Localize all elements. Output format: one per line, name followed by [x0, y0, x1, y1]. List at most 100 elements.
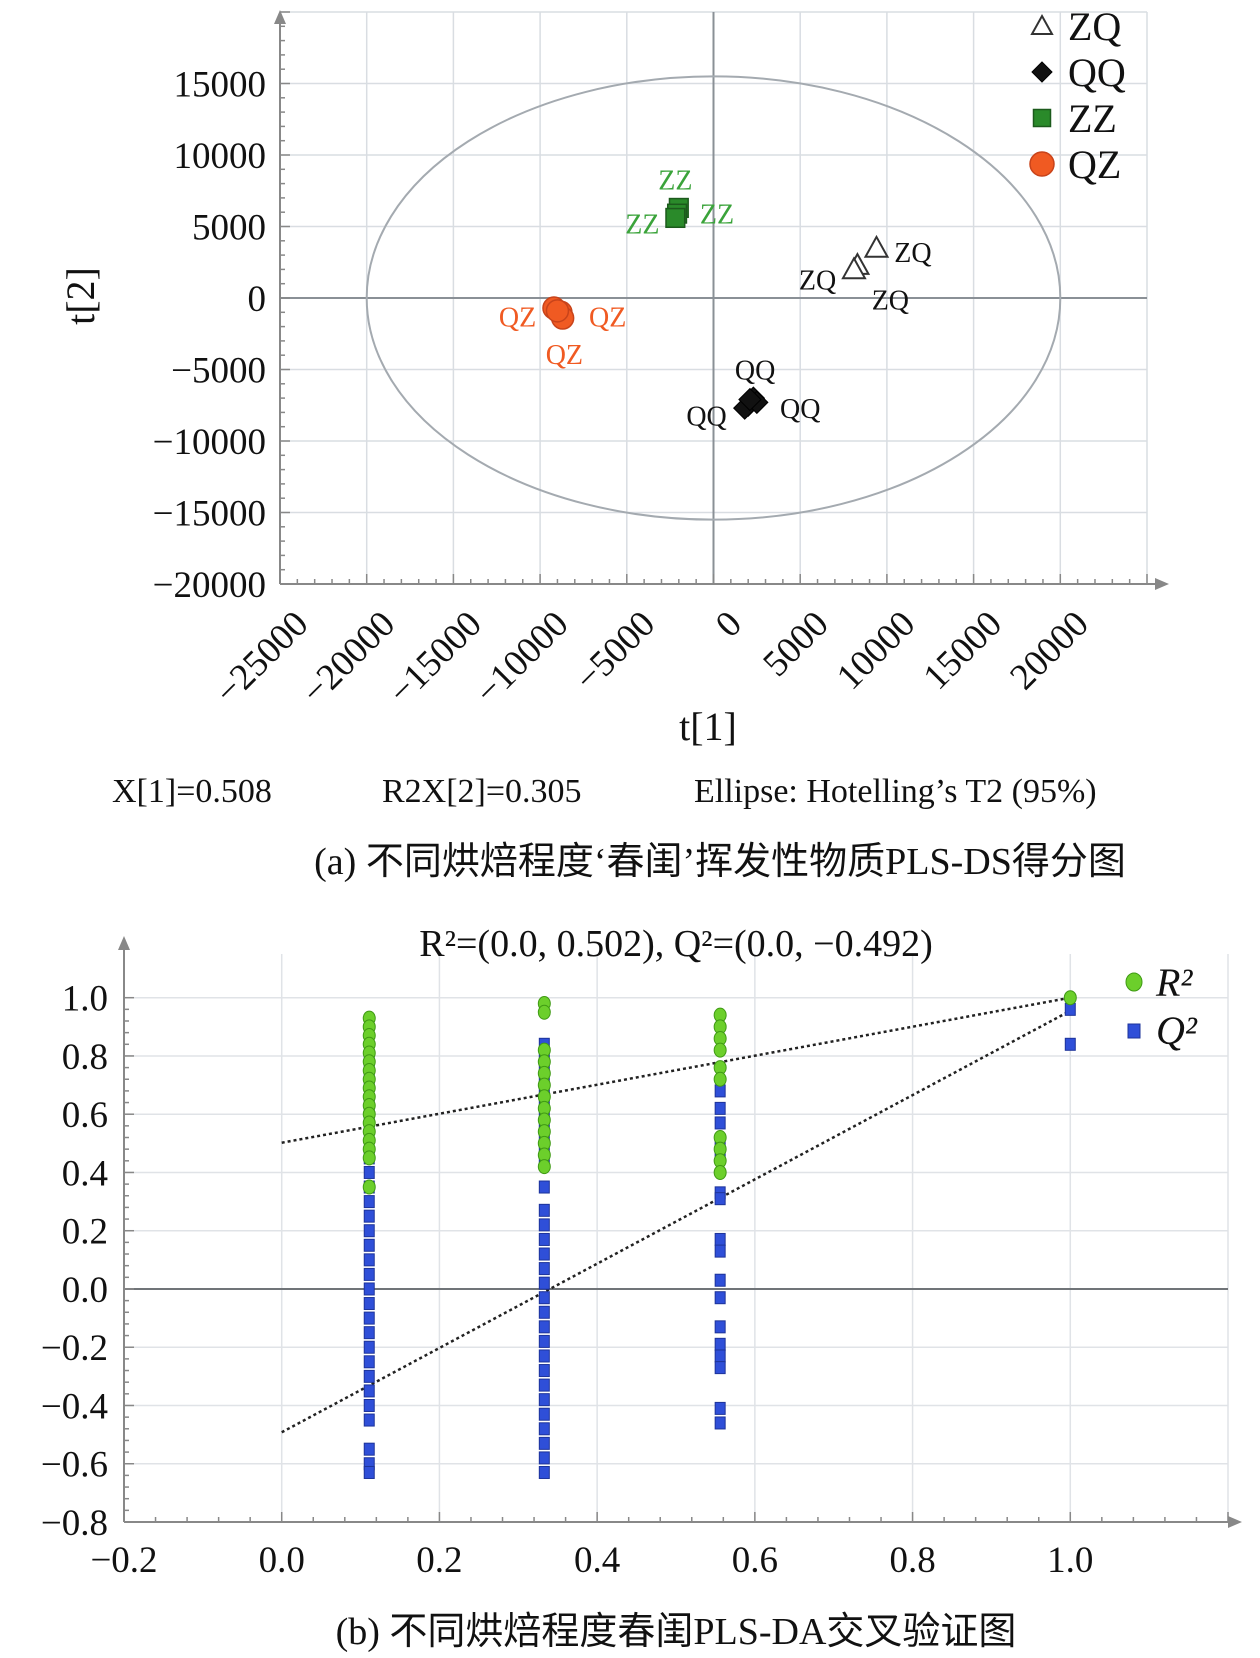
score-plot-axes [274, 10, 1169, 590]
legend-label-zq: ZQ [1068, 4, 1121, 49]
point-q2 [538, 1049, 550, 1063]
point-q2 [538, 1320, 550, 1334]
point-label-qz: QZ [589, 303, 626, 334]
validation-regression-lines [281, 996, 1071, 1434]
validation-plot-axes [118, 936, 1242, 1528]
x-tick-label: 0.2 [416, 1540, 462, 1581]
regression-line-r2 [281, 996, 1071, 1144]
point-q2 [363, 1195, 375, 1209]
point-q2 [363, 1384, 375, 1398]
legend-label-r2: R² [1155, 960, 1193, 1005]
point-r2 [362, 1019, 376, 1035]
point-q2 [714, 1084, 726, 1098]
point-q2 [363, 1165, 375, 1179]
point-q2 [714, 1361, 726, 1375]
point-q2 [714, 1148, 726, 1162]
point-r2 [362, 1097, 376, 1113]
y-tick-label: −0.6 [41, 1445, 108, 1486]
point-q2 [363, 1253, 375, 1267]
validation-plot-grid [123, 954, 1229, 1523]
point-r2 [362, 1089, 376, 1105]
point-q2 [714, 1337, 726, 1351]
point-q2 [538, 1364, 550, 1378]
x-tick-label: 0.4 [574, 1540, 620, 1581]
point-q2 [714, 1101, 726, 1115]
point-q2 [538, 1084, 550, 1098]
point-q2 [363, 1093, 375, 1107]
point-q2 [538, 1072, 550, 1086]
point-r2 [713, 1007, 727, 1023]
point-q2 [714, 1320, 726, 1334]
legend-marker-zq [1030, 13, 1054, 35]
legend-marker-zz [1032, 108, 1052, 128]
point-r2 [362, 1071, 376, 1087]
point-q2 [714, 1291, 726, 1305]
point-label-qz: QZ [546, 340, 583, 371]
point-r2 [537, 1112, 551, 1128]
x-tick-label: −15000 [381, 603, 490, 712]
regression-line-q2 [281, 1009, 1071, 1434]
y-tick-label: −0.8 [41, 1503, 108, 1544]
point-q2 [363, 1224, 375, 1238]
y-tick-label: −0.2 [41, 1328, 108, 1369]
y-tick-label: 0.2 [62, 1212, 108, 1253]
point-q2 [363, 1107, 375, 1121]
y-tick-label: 0.6 [62, 1095, 108, 1136]
point-zq [863, 234, 890, 258]
point-q2 [363, 1340, 375, 1354]
point-label-zz: ZZ [700, 200, 734, 231]
point-q2 [1064, 1037, 1076, 1051]
x-tick-label: 15000 [916, 603, 1010, 697]
y-tick-label: 0.0 [62, 1270, 108, 1311]
legend-label-qz: QZ [1068, 142, 1121, 187]
point-q2 [363, 1064, 375, 1078]
validation-plot-tick-labels: −0.2 0.0 0.2 0.4 0.6 0.8 1.0 1.0 0.8 0.6 0.4 0.2 0.0… [41, 979, 1094, 1581]
point-label-zq: ZQ [799, 265, 836, 296]
point-label-qq: QQ [686, 401, 726, 432]
y-axis-arrow [118, 936, 130, 950]
point-q2 [538, 1119, 550, 1133]
point-q2 [538, 1142, 550, 1156]
y-tick-label: −5000 [171, 351, 266, 392]
point-q2 [538, 1378, 550, 1392]
point-r2 [537, 1077, 551, 1093]
point-r2 [362, 1132, 376, 1148]
caption-b: (b) 不同烘焙程度春闺PLS-DA交叉验证图 [336, 1611, 1017, 1653]
point-q2 [714, 1349, 726, 1363]
x-axis-arrow [1155, 578, 1169, 590]
point-r2 [362, 1115, 376, 1131]
point-r2 [537, 1147, 551, 1163]
caption-a: (a) 不同烘焙程度‘春闺’挥发性物质PLS-DS得分图 [314, 841, 1126, 883]
y-tick-label: 0.8 [62, 1037, 108, 1078]
point-q2 [363, 1442, 375, 1456]
point-q2 [714, 1186, 726, 1200]
point-q2 [538, 1232, 550, 1246]
y-axis-arrow [274, 10, 286, 24]
point-r2 [362, 1179, 376, 1195]
point-q2 [363, 1267, 375, 1281]
point-q2 [538, 1436, 550, 1450]
y-tick-label: −15000 [153, 494, 266, 535]
x-tick-label: −10000 [467, 603, 576, 712]
point-q2 [538, 1349, 550, 1363]
point-q2 [714, 1116, 726, 1130]
point-q2 [538, 1037, 550, 1051]
point-q2 [538, 1262, 550, 1276]
point-label-qz: QZ [499, 303, 536, 334]
point-q2 [714, 1416, 726, 1430]
point-q2 [714, 1232, 726, 1246]
x-tick-label: −5000 [567, 603, 663, 699]
point-q2 [363, 1355, 375, 1369]
stats-ellipse: Ellipse: Hotelling’s T2 (95%) [694, 773, 1097, 810]
point-q2 [538, 1131, 550, 1145]
legend-label-qq: QQ [1068, 50, 1126, 95]
point-label-zq: ZQ [894, 238, 931, 269]
point-label-zz: ZZ [658, 165, 692, 196]
point-q2 [363, 1311, 375, 1325]
point-q2 [363, 1180, 375, 1194]
legend-marker-qz [1029, 151, 1055, 177]
point-q2 [538, 1154, 550, 1168]
x-tick-label: 5000 [755, 603, 836, 684]
validation-plot-title: R²=(0.0, 0.502), Q²=(0.0, −0.492) [419, 923, 932, 965]
hotelling-ellipse-outline [365, 75, 1062, 521]
